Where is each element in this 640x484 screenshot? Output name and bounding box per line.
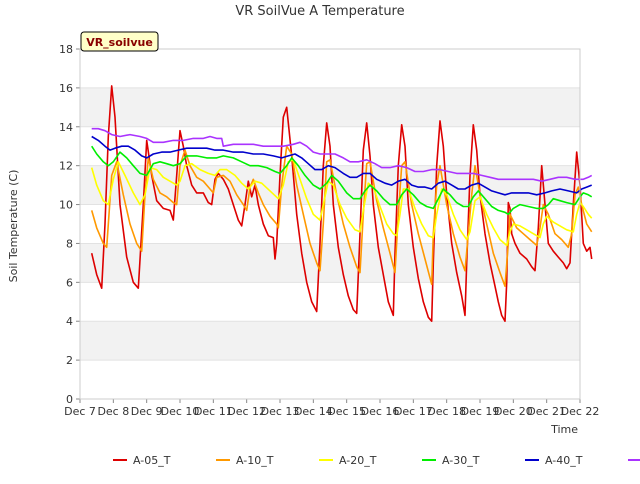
x-tick-label: Dec 22 [561, 405, 600, 418]
y-tick-label: 2 [66, 354, 73, 367]
y-tick-label: 6 [66, 276, 73, 289]
grid-band [80, 321, 580, 361]
grid-band [80, 49, 580, 88]
grid-band [80, 204, 580, 244]
x-tick-label: Dec 13 [261, 405, 300, 418]
y-tick-label: 8 [66, 237, 73, 250]
legend-label: A-20_T [339, 454, 377, 467]
y-tick-label: 10 [59, 199, 73, 212]
y-axis-label: Soil Temperature (C) [7, 170, 20, 283]
series-line-a-50-t [91, 127, 593, 182]
x-tick-label: Dec 17 [394, 405, 433, 418]
plot-frame [79, 48, 581, 400]
y-tick-label: 4 [66, 315, 73, 328]
y-tick-label: 16 [59, 82, 73, 95]
series-line-a-10-t [90, 145, 593, 287]
series-line-a-20-t [90, 159, 593, 247]
legend-label: A-10_T [236, 454, 274, 467]
grid-band [80, 87, 580, 127]
y-tick-label: 12 [59, 160, 73, 173]
x-tick-label: Dec 19 [461, 405, 500, 418]
x-tick-label: Dec 21 [527, 405, 566, 418]
y-axis: 0 2 4 6 8 10 12 14 16 18 [59, 43, 80, 406]
y-tick-label: 14 [59, 121, 73, 134]
chart-title: VR SoilVue A Temperature [235, 4, 404, 19]
grid-band [80, 360, 580, 399]
x-tick-label: Dec 11 [194, 405, 233, 418]
grid-band [80, 165, 580, 205]
x-tick-label: Dec 15 [327, 405, 366, 418]
x-tick-label: Dec 12 [227, 405, 266, 418]
y-tick-label: 0 [66, 393, 73, 406]
y-tick-label: 18 [59, 43, 73, 56]
x-tick-label: Dec 20 [494, 405, 533, 418]
x-tick-label: Dec 16 [361, 405, 400, 418]
legend: A-05_TA-10_TA-20_TA-30_TA-40_TA-50_T [113, 454, 640, 467]
series-lines [90, 85, 593, 322]
x-tick-label: Dec 18 [427, 405, 466, 418]
grid-bands [80, 48, 580, 400]
series-line-a-40-t [91, 135, 592, 196]
grid-band [80, 282, 580, 322]
x-tick-label: Dec 9 [131, 405, 163, 418]
site-badge-box [80, 31, 159, 52]
site-badge: VR_soilvue [80, 31, 159, 52]
site-badge-label: VR_soilvue [86, 36, 153, 49]
x-tick-label: Dec 8 [97, 405, 129, 418]
legend-label: A-05_T [133, 454, 171, 467]
x-tick-label: Dec 7 [64, 405, 96, 418]
legend-label: A-30_T [442, 454, 480, 467]
x-tick-label: Dec 10 [161, 405, 200, 418]
x-axis-label: Time [550, 423, 578, 436]
x-tick-label: Dec 14 [294, 405, 333, 418]
legend-label: A-40_T [545, 454, 583, 467]
series-line-a-30-t [91, 145, 593, 216]
